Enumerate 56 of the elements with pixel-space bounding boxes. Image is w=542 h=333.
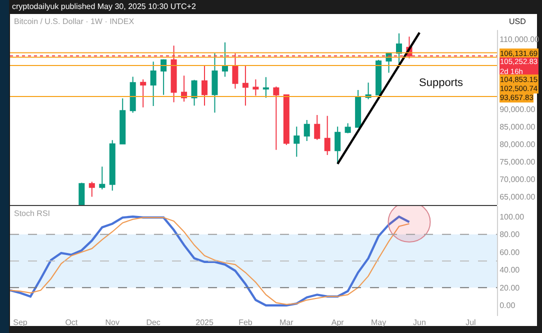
y-tick-label: 80,000.00: [500, 140, 536, 150]
line-series: [10, 216, 410, 306]
y-tick-label: 0.00: [500, 301, 516, 310]
x-tick-label: 2025: [196, 318, 214, 327]
x-tick-label: Jul: [466, 318, 476, 327]
candlestick: [324, 115, 330, 156]
y-tick-label: 75,000.00: [500, 158, 536, 167]
candlestick: [344, 122, 351, 134]
y-tick-label: 20.00: [500, 283, 520, 292]
candlestick: [222, 42, 228, 78]
candlestick: [294, 126, 300, 158]
x-tick-label: May: [370, 318, 386, 327]
x-tick-label: Apr: [331, 318, 344, 327]
x-tick-label: Sep: [13, 318, 28, 327]
chart-title: Bitcoin / U.S. Dollar · 1W · INDEX: [14, 17, 135, 26]
text: USD: [509, 17, 526, 26]
candlestick: [88, 181, 95, 198]
candlestick: [283, 94, 290, 146]
candlestick: [304, 119, 310, 142]
candlestick: [109, 140, 116, 192]
y-tick-label: 70,000.00: [500, 175, 536, 184]
candlestick: [191, 79, 198, 106]
x-tick-label: Jun: [413, 318, 426, 327]
y-tick-label: 40.00: [500, 266, 520, 275]
candlestick: [262, 76, 269, 98]
candlestick: [120, 98, 126, 145]
x-tick-label: Feb: [238, 318, 253, 327]
y-tick-label: 60.00: [500, 248, 520, 257]
candlestick: [140, 78, 146, 108]
y-tick-label: 100.00: [500, 212, 525, 222]
annotation: Supports: [419, 77, 464, 89]
candlestick: [160, 58, 167, 96]
candlestick: [78, 182, 85, 205]
x-tick-label: Dec: [146, 318, 160, 327]
candlestick: [355, 90, 362, 128]
x-tick-label: Oct: [65, 318, 78, 327]
candlestick: [212, 52, 218, 114]
candlestick: [273, 86, 280, 150]
candlestick: [252, 78, 259, 96]
y-tick-label: 65,000.00: [500, 192, 536, 202]
candlestick: [99, 166, 106, 190]
candlestick: [202, 65, 208, 106]
candlestick: [150, 61, 156, 106]
candlestick: [334, 126, 341, 164]
x-tick-label: Nov: [105, 318, 120, 327]
candlestick: [314, 114, 320, 140]
x-tick-label: Mar: [280, 318, 294, 327]
candlestick: [396, 32, 402, 66]
candlestick: [376, 59, 382, 96]
chart-title: Stoch RSI: [14, 209, 50, 218]
candlestick: [242, 65, 248, 106]
y-tick-label: 85,000.00: [500, 122, 536, 132]
candlestick: [130, 76, 136, 114]
y-tick-label: 80.00: [500, 230, 520, 240]
text: cryptodailyuk published May 30, 2025 10:30 UTC+2: [12, 2, 196, 11]
y-tick-label: 90,000.00: [500, 105, 536, 114]
